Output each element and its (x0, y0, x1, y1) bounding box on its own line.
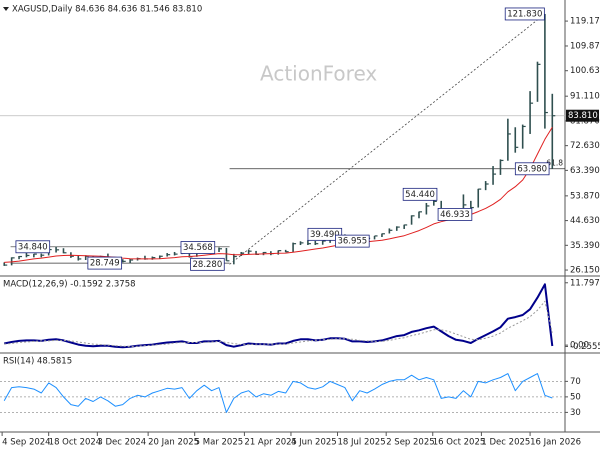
y-tick-label: -0.2555 (570, 342, 600, 352)
rsi-title: RSI(14) 48.5815 (3, 357, 72, 367)
retracement-label: 61.8 (546, 159, 563, 168)
indicator-line (4, 283, 554, 349)
x-tick-label: 4 Jun 2025 (291, 438, 337, 448)
annotation-box (307, 227, 343, 241)
annotation-box (504, 7, 545, 21)
annotation-label: 34.840 (18, 242, 48, 252)
macd-title: MACD(12,26,9) -0.1592 2.3758 (3, 280, 136, 290)
y-tick-label: 70 (570, 377, 581, 387)
x-tick-label: 18 Jul 2025 (338, 438, 386, 448)
y-tick-label: 119.170 (570, 17, 600, 27)
x-tick-label: 5 Mar 2025 (195, 438, 243, 448)
y-tick-label: 11.7977 (570, 278, 600, 288)
annotation-label: 54.440 (405, 190, 435, 200)
y-tick-label: 91.110 (570, 92, 600, 102)
annotation-label: 36.955 (337, 237, 367, 247)
annotation-box (335, 234, 370, 248)
x-tick-label: 18 Oct 2024 (49, 438, 102, 448)
menu-arrow (3, 7, 9, 11)
x-tick-label: 20 Jan 2025 (148, 438, 199, 448)
annotation-label: 46.933 (440, 210, 470, 220)
trend-line (229, 13, 546, 265)
y-tick-label: 109.870 (570, 41, 600, 51)
y-tick-label: 35.390 (570, 241, 600, 251)
indicator-line (4, 300, 553, 348)
x-tick-label: 4 Sep 2024 (2, 438, 50, 448)
last-price-tag (566, 109, 599, 122)
x-tick-label: 16 Oct 2025 (433, 438, 486, 448)
annotation-label: 34.568 (183, 243, 213, 253)
y-tick-label: 44.630 (570, 216, 600, 226)
last-price-label: 83.810 (568, 111, 598, 121)
y-tick-label: 50 (570, 392, 581, 402)
y-tick-label: 30 (570, 408, 581, 418)
annotation-box (437, 208, 473, 221)
annotation-label: 121.830 (507, 9, 542, 19)
annotation-label: 39.490 (310, 230, 340, 240)
watermark: ActionForex (260, 62, 377, 86)
annotation-box (402, 187, 438, 201)
y-tick-label: 63.390 (570, 166, 600, 176)
x-tick-label: 2 Sep 2025 (386, 438, 434, 448)
indicator-line (3, 373, 553, 413)
annotation-label: 28.749 (90, 259, 120, 269)
annotation-box (180, 241, 216, 254)
chart-header: XAGUSD,Daily 84.636 84.636 81.546 83.810 (12, 5, 202, 15)
annotation-box (190, 257, 225, 271)
x-tick-label: 21 Apr 2025 (244, 438, 297, 448)
annotation-label: 63.980 (517, 164, 547, 174)
y-tick-label: 72.630 (570, 141, 600, 151)
y-tick-label: 53.870 (570, 191, 600, 201)
x-tick-label: 1 Dec 2025 (481, 438, 530, 448)
y-tick-label: 26.150 (570, 266, 600, 276)
annotation-box (514, 162, 550, 176)
x-tick-label: 16 Jan 2026 (530, 438, 581, 448)
annotation-label: 28.280 (193, 260, 223, 270)
y-tick-label: 100.630 (570, 66, 600, 76)
annotation-box (15, 240, 51, 254)
y-tick-label: 0.00 (570, 341, 589, 351)
x-tick-label: 3 Dec 2024 (97, 438, 146, 448)
annotation-box (87, 256, 123, 270)
